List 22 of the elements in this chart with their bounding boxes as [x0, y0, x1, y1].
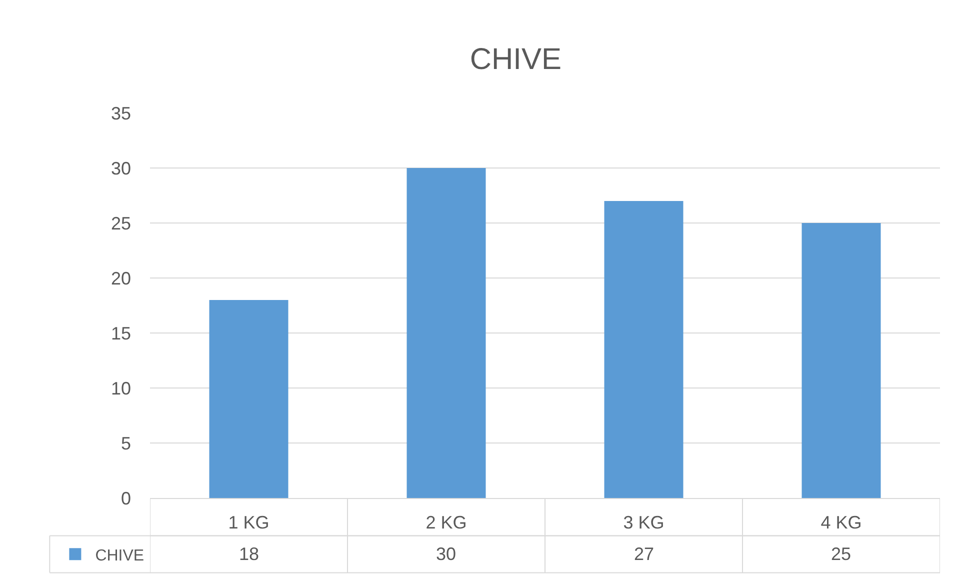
y-tick-label: 15: [110, 323, 131, 344]
x-tick-label: 2 KG: [426, 512, 467, 533]
y-tick-label: 0: [120, 488, 131, 508]
y-tick-label: 20: [110, 268, 131, 288]
data-label: 18: [239, 544, 260, 564]
x-tick-label: 3 KG: [623, 512, 664, 533]
y-tick-label: 10: [110, 378, 131, 398]
y-tick-label: 5: [120, 433, 131, 454]
y-tick-label: 30: [110, 158, 131, 178]
x-tick-label: 1 KG: [228, 512, 270, 533]
legend-label: CHIVE: [95, 547, 144, 564]
chart-title: CHIVE: [470, 42, 562, 76]
data-label: 30: [436, 544, 456, 564]
data-label: 25: [831, 544, 852, 564]
x-tick-label: 4 KG: [820, 512, 862, 533]
bar: [209, 300, 288, 498]
bar: [406, 168, 486, 498]
y-tick-label: 25: [110, 213, 131, 234]
y-tick-label: 35: [110, 103, 131, 124]
bar: [604, 201, 684, 498]
bar: [802, 223, 881, 498]
data-label: 27: [634, 544, 654, 564]
